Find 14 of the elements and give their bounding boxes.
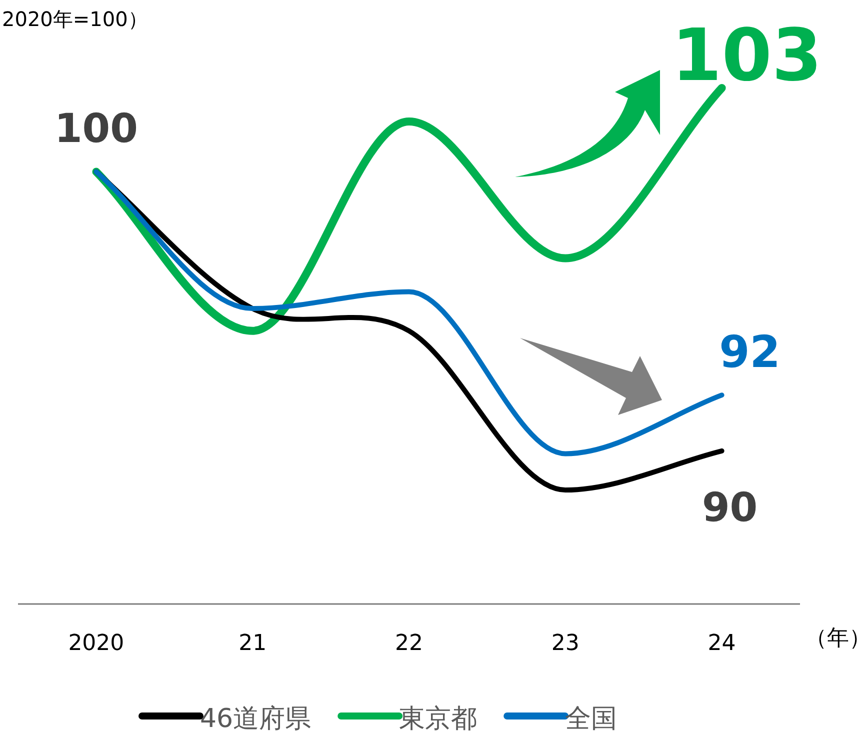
data-label: 90 — [702, 484, 758, 531]
data-label: 103 — [672, 13, 822, 97]
legend-label: 46道府県 — [200, 704, 312, 731]
x-tick-label: 22 — [395, 631, 423, 656]
x-tick-label: 21 — [238, 631, 267, 656]
x-axis-title: （年） — [805, 626, 865, 651]
x-tick-label: 23 — [551, 631, 580, 656]
x-tick-label: 24 — [708, 631, 736, 656]
x-tick-label: 2020 — [68, 631, 124, 656]
data-label: 100 — [54, 106, 138, 152]
legend-label: 全国 — [565, 704, 618, 731]
legend-label: 東京都 — [399, 704, 478, 731]
data-label: 92 — [719, 327, 780, 378]
chart-title: 2020年=100） — [2, 7, 148, 31]
